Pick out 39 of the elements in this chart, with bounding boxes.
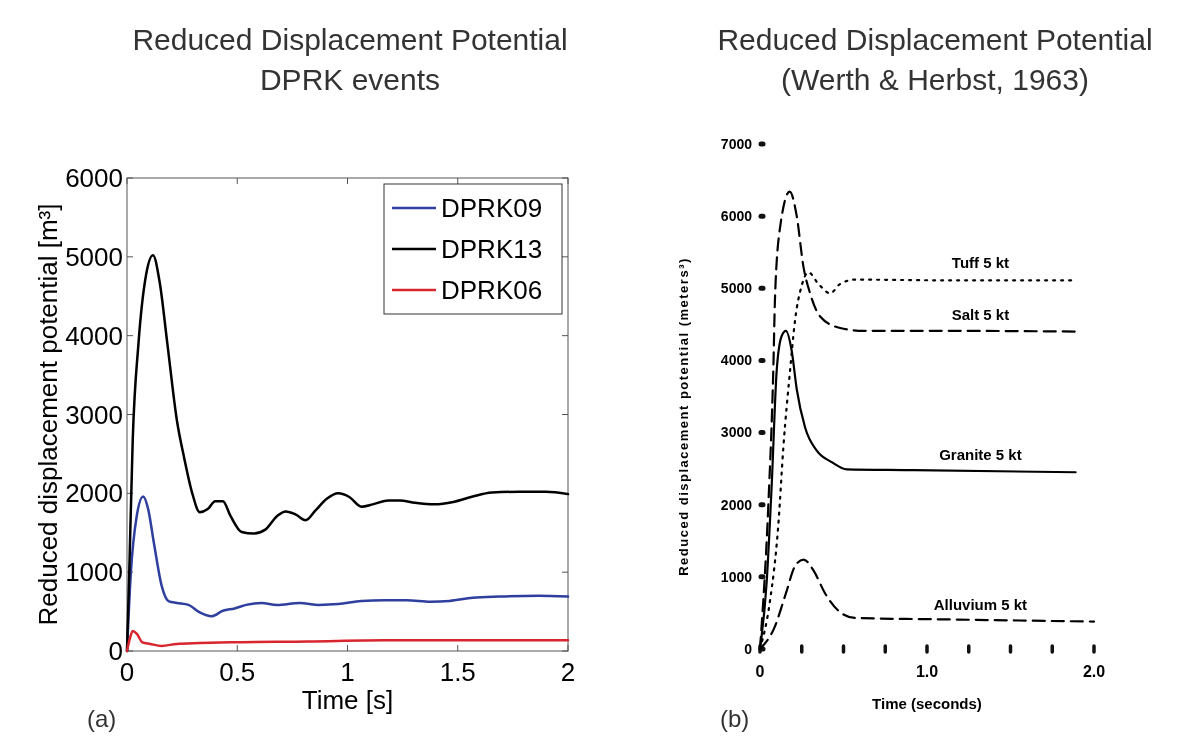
y-tick-label: 7000	[720, 135, 753, 152]
text: (a)	[87, 705, 117, 732]
series-label: Alluvium 5 kt	[933, 595, 1028, 613]
y-tick-label: 2000	[65, 478, 123, 509]
x-tick-label: 1.0	[915, 663, 939, 680]
x-tick-label: 1	[340, 657, 355, 687]
text: (b)	[720, 705, 750, 732]
series-label: Tuff 5 kt	[951, 254, 1010, 272]
y-axis-title: Reduced displacement potential (meters³)	[676, 257, 691, 576]
chart-title: Reduced Displacement Potential	[132, 23, 568, 56]
chart-subtitle: (Werth & Herbst, 1963)	[781, 63, 1089, 96]
x-tick-label: 2.0	[1082, 663, 1106, 680]
x-axis-title: Time (seconds)	[872, 695, 982, 712]
y-tick-label: 4000	[720, 352, 753, 369]
y-tick-label: 3000	[720, 424, 753, 441]
y-tick-label: 0	[744, 640, 753, 657]
legend-label: DPRK13	[441, 234, 543, 265]
x-tick-label: 0.5	[219, 657, 256, 687]
chart-subtitle: DPRK events	[259, 63, 441, 96]
series-label: Salt 5 kt	[951, 305, 1010, 323]
y-tick-label: 1000	[65, 557, 123, 588]
chart-title: Reduced Displacement Potential	[717, 23, 1153, 56]
series-label: Granite 5 kt	[939, 446, 1022, 464]
x-tick-label: 0	[755, 663, 765, 680]
y-axis-title: Reduced displacement potential [m³]	[33, 203, 63, 626]
y-tick-label: 2000	[720, 496, 753, 513]
x-tick-label: 1.5	[439, 657, 476, 687]
y-tick-label: 3000	[65, 399, 123, 430]
legend-label: DPRK06	[441, 275, 543, 306]
line-series	[125, 629, 570, 653]
y-tick-label: 1000	[720, 568, 753, 585]
y-tick-label: 6000	[65, 163, 123, 194]
y-tick-label: 4000	[65, 320, 123, 351]
x-tick-label: 2	[560, 657, 576, 687]
y-tick-label: 5000	[65, 241, 123, 272]
y-tick-label: 6000	[720, 208, 753, 225]
legend-label: DPRK09	[441, 193, 543, 224]
x-axis-title: Time [s]	[301, 685, 394, 715]
y-tick-label: 5000	[720, 280, 753, 297]
